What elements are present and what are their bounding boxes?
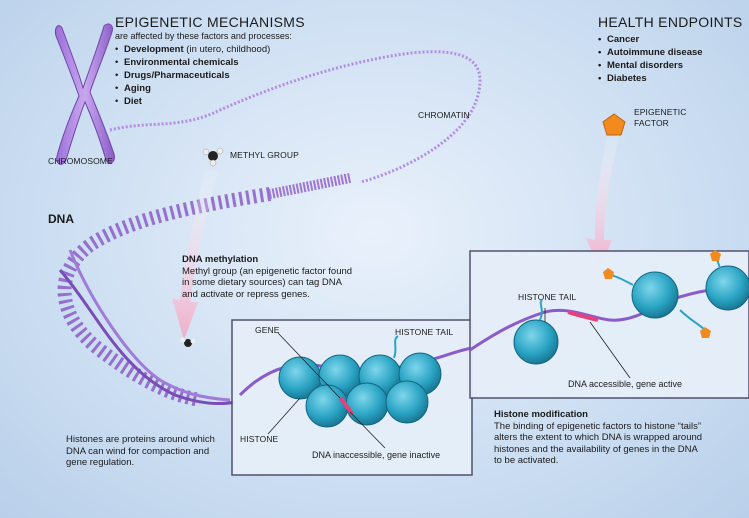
mechanisms-item: Environmental chemicals: [115, 56, 270, 69]
chromosome-label: CHROMOSOME: [48, 156, 113, 166]
mechanisms-item: Development (in utero, childhood): [115, 43, 270, 56]
histone-mod-line: histones and the availability of genes i…: [494, 443, 698, 455]
gene-label: GENE: [255, 325, 280, 335]
methylation-line: Methyl group (an epigenetic factor found: [182, 265, 353, 277]
dna-coil-thin: [109, 50, 482, 184]
chromatin-coil: [269, 173, 351, 199]
histone-tail-label-left: HISTONE TAIL: [395, 327, 454, 337]
epigenetic-factor-icon: [602, 113, 626, 136]
methylation-line: in some dietary sources) can tag DNA: [182, 277, 342, 288]
endpoints-item: Autoimmune disease: [598, 46, 703, 59]
methyl-tag-icon: [180, 337, 196, 347]
endpoints-item: Mental disorders: [598, 59, 703, 72]
histone-mod-text: Histone modification The binding of epig…: [494, 409, 702, 467]
histones-note-line: gene regulation.: [66, 457, 135, 468]
methyl-group-label: METHYL GROUP: [230, 150, 299, 160]
dna-accessible-label: DNA accessible, gene active: [568, 379, 683, 389]
histone-inset-left: [231, 319, 473, 476]
endpoints-item: Diabetes: [598, 72, 703, 85]
mechanisms-title: EPIGENETIC MECHANISMS: [115, 14, 305, 30]
methylation-line: and activate or repress genes.: [182, 288, 310, 300]
dna-helix: [57, 187, 272, 407]
dna-label: DNA: [48, 212, 74, 226]
methylation-text: DNA methylation Methyl group (an epigene…: [182, 254, 352, 300]
factor-arrow: [586, 132, 620, 270]
mechanisms-item: Drugs/Pharmaceuticals: [115, 69, 270, 82]
epigenetic-factor-label-2: FACTOR: [634, 118, 669, 128]
mechanisms-list: Development (in utero, childhood) Enviro…: [115, 43, 270, 108]
histone-inset-right: [469, 250, 749, 399]
histone-mod-line: The binding of epigenetic factors to his…: [494, 420, 702, 432]
methyl-group-icon: [202, 147, 224, 167]
chromatin-label: CHROMATIN: [418, 110, 470, 120]
dna-inaccessible-label: DNA inaccessible, gene inactive: [312, 450, 441, 460]
histones-note-line: Histones are proteins around which: [66, 434, 215, 445]
chromosome: [55, 23, 115, 165]
mechanisms-item: Aging: [115, 82, 270, 95]
histones-note-line: DNA can wind for compaction and: [66, 445, 210, 457]
endpoints-title: HEALTH ENDPOINTS: [598, 14, 743, 30]
endpoints-list: Cancer Autoimmune disease Mental disorde…: [598, 33, 703, 85]
endpoints-item: Cancer: [598, 33, 703, 46]
methylation-title: DNA methylation: [182, 254, 259, 265]
epigenetic-factor-label-1: EPIGENETIC: [634, 107, 687, 117]
methyl-arrow: [172, 170, 218, 340]
histones-note: Histones are proteins around which DNA c…: [66, 434, 215, 469]
histone-mod-title: Histone modification: [494, 409, 588, 420]
histone-tail-label-right: HISTONE TAIL: [518, 292, 577, 302]
mechanisms-subtitle: are affected by these factors and proces…: [115, 31, 292, 41]
histone-cluster: [278, 352, 442, 428]
mechanisms-item: Diet: [115, 95, 270, 108]
histone-mod-line: to be activated.: [494, 455, 559, 466]
histone-mod-line: alters the extent to which DNA is wrappe…: [494, 432, 703, 443]
histone-label: HISTONE: [240, 434, 279, 444]
